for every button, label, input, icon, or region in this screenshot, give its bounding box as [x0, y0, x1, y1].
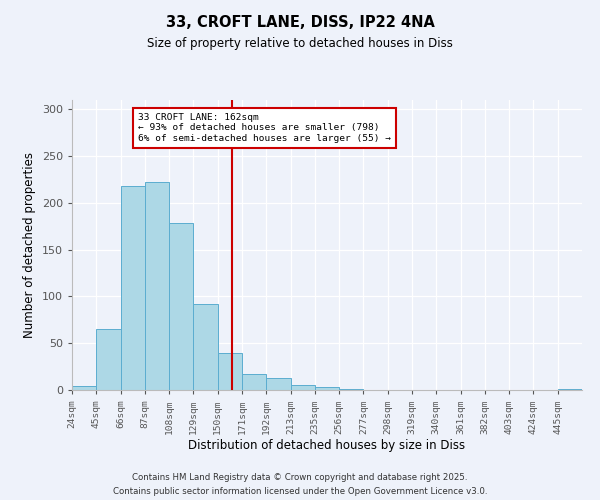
Y-axis label: Number of detached properties: Number of detached properties — [23, 152, 36, 338]
Bar — [266, 378, 290, 390]
Bar — [145, 182, 169, 390]
Bar — [121, 186, 145, 390]
Bar — [242, 374, 266, 390]
Bar — [96, 329, 121, 390]
Bar — [72, 386, 96, 390]
Bar — [339, 389, 364, 390]
Bar — [558, 389, 582, 390]
Bar — [169, 222, 193, 390]
Text: Size of property relative to detached houses in Diss: Size of property relative to detached ho… — [147, 38, 453, 51]
Text: Contains public sector information licensed under the Open Government Licence v3: Contains public sector information licen… — [113, 488, 487, 496]
Text: Contains HM Land Registry data © Crown copyright and database right 2025.: Contains HM Land Registry data © Crown c… — [132, 472, 468, 482]
Text: 33 CROFT LANE: 162sqm
← 93% of detached houses are smaller (798)
6% of semi-deta: 33 CROFT LANE: 162sqm ← 93% of detached … — [138, 113, 391, 143]
Bar — [290, 386, 315, 390]
Bar — [193, 304, 218, 390]
Bar — [218, 352, 242, 390]
X-axis label: Distribution of detached houses by size in Diss: Distribution of detached houses by size … — [188, 439, 466, 452]
Text: 33, CROFT LANE, DISS, IP22 4NA: 33, CROFT LANE, DISS, IP22 4NA — [166, 15, 434, 30]
Bar — [315, 387, 339, 390]
